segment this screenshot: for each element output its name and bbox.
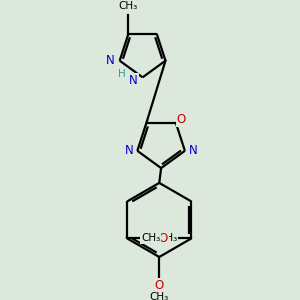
Text: N: N <box>124 144 134 157</box>
Text: N: N <box>189 144 198 157</box>
Text: H: H <box>118 69 126 79</box>
Text: N: N <box>106 54 115 67</box>
Text: O: O <box>154 279 164 292</box>
Text: O: O <box>151 232 160 245</box>
Text: CH₃: CH₃ <box>150 292 169 300</box>
Text: O: O <box>177 113 186 126</box>
Text: CH₃: CH₃ <box>158 233 178 244</box>
Text: CH₃: CH₃ <box>141 233 160 244</box>
Text: O: O <box>158 232 168 245</box>
Text: N: N <box>129 74 138 87</box>
Text: CH₃: CH₃ <box>119 1 138 11</box>
